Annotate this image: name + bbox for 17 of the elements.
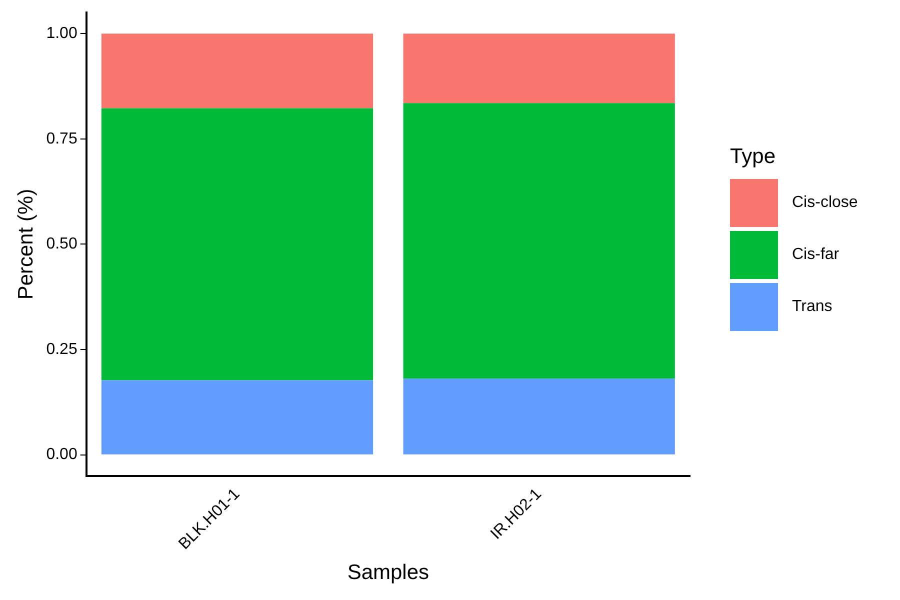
y-tick-label: 0.50: [46, 236, 78, 253]
y-tick-label: 0.75: [46, 130, 78, 148]
y-tick-label: 1.00: [46, 25, 78, 42]
bar: [101, 108, 374, 380]
text: Cis-far: [792, 246, 840, 264]
x-axis-title: Samples: [347, 561, 430, 584]
y-tick-label: 0.25: [46, 340, 78, 358]
text: Trans: [792, 298, 832, 316]
bar: [403, 378, 675, 454]
bar: [403, 34, 675, 104]
bar: [101, 34, 374, 108]
text: Cis-close: [792, 194, 858, 212]
y-tick-label: 0.00: [46, 446, 78, 464]
bar: [101, 380, 374, 454]
legend-title: Type: [730, 145, 777, 169]
bar: [403, 103, 675, 379]
y-axis-title: Percent (%): [14, 188, 38, 300]
